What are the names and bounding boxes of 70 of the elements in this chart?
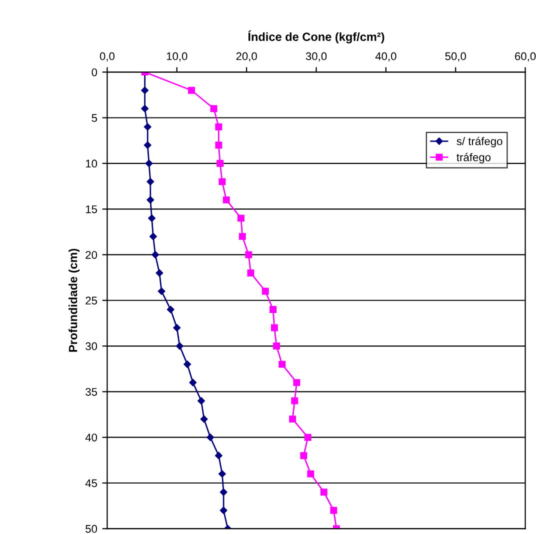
point <box>166 306 174 314</box>
point <box>245 251 252 258</box>
point <box>144 142 152 149</box>
x-tick-label: 10,0 <box>166 52 188 62</box>
point <box>238 214 244 222</box>
x-axis-title: Índice de Cone (kgf/cm²) <box>248 30 384 44</box>
legend-label: s/ tráfego <box>456 136 502 148</box>
point <box>330 506 338 514</box>
point <box>144 123 152 131</box>
y-tick-label: 30 <box>86 342 98 350</box>
point <box>215 452 222 460</box>
x-tick-label: 30,0 <box>306 52 327 62</box>
y-tick-label: 25 <box>86 296 98 305</box>
point <box>198 397 205 404</box>
point <box>220 488 228 496</box>
point <box>300 452 308 460</box>
point <box>218 470 226 478</box>
y-tick-label: 50 <box>86 524 98 533</box>
point <box>141 104 148 112</box>
point <box>215 142 222 149</box>
point <box>291 397 298 404</box>
y-tick-label: 10 <box>86 160 98 168</box>
legend-label: tráfego <box>456 152 491 164</box>
point <box>210 105 218 112</box>
point <box>307 470 314 478</box>
x-tick-label: 50,0 <box>445 52 466 62</box>
point <box>156 269 164 277</box>
point <box>206 434 214 441</box>
x-tick-label: 0,0 <box>100 52 114 62</box>
point <box>146 178 154 186</box>
point <box>262 288 269 295</box>
point <box>188 86 195 94</box>
point <box>220 506 228 514</box>
point <box>270 306 277 313</box>
y-tick-label: 45 <box>85 479 98 488</box>
y-tick-label: 5 <box>92 114 98 122</box>
point <box>158 288 166 295</box>
point <box>141 86 148 94</box>
point <box>176 342 184 350</box>
y-axis-title: Profundidade (cm) <box>68 248 80 352</box>
point <box>148 214 156 222</box>
point <box>189 378 197 386</box>
point <box>200 415 208 423</box>
point <box>152 251 159 258</box>
point <box>145 160 153 168</box>
point <box>150 232 157 240</box>
point <box>293 379 300 386</box>
y-tick-label: 0 <box>92 68 98 76</box>
point <box>289 416 296 423</box>
y-tick-label: 15 <box>86 205 98 214</box>
point <box>173 324 181 332</box>
point <box>273 342 280 350</box>
y-tick-label: 20 <box>86 250 98 259</box>
point <box>278 360 286 368</box>
point <box>222 196 230 204</box>
point <box>218 178 226 186</box>
y-tick-label: 35 <box>86 388 98 396</box>
x-tick-label: 60,0 <box>515 52 536 62</box>
point <box>184 360 191 368</box>
y-tick-label: 40 <box>85 434 98 442</box>
point <box>304 434 312 441</box>
point <box>238 232 246 240</box>
point <box>216 160 224 167</box>
point <box>247 270 254 276</box>
x-tick-label: 20,0 <box>236 52 257 62</box>
point <box>146 196 154 204</box>
point <box>320 488 328 496</box>
point <box>270 324 278 332</box>
point <box>215 123 222 130</box>
x-tick-label: 40,0 <box>375 52 396 62</box>
